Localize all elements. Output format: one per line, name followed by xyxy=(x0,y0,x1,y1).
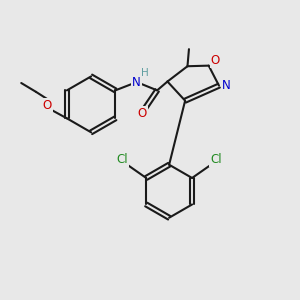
Text: Cl: Cl xyxy=(116,153,128,166)
Text: O: O xyxy=(211,54,220,67)
Text: N: N xyxy=(222,79,230,92)
Text: Cl: Cl xyxy=(210,153,222,166)
Text: H: H xyxy=(141,68,149,78)
Text: O: O xyxy=(138,107,147,120)
Text: O: O xyxy=(43,99,52,112)
Text: N: N xyxy=(132,76,141,88)
